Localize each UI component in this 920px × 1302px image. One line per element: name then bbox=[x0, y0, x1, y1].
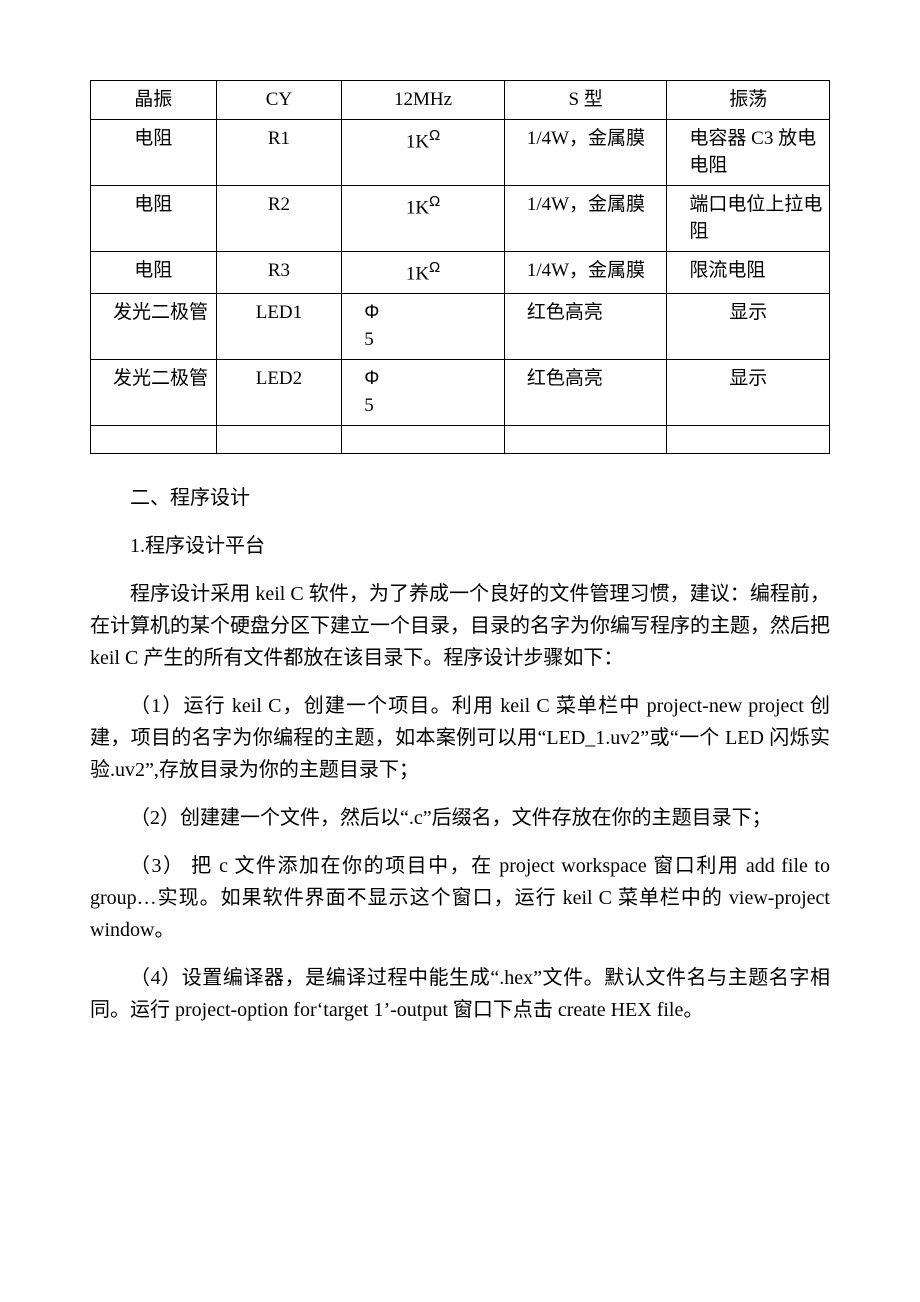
cell-use: 振荡 bbox=[667, 81, 830, 120]
cell-spec: S 型 bbox=[504, 81, 667, 120]
paragraph: （3） 把 c 文件添加在你的项目中，在 project workspace 窗… bbox=[90, 850, 830, 946]
cell-value: 1KΩ bbox=[342, 119, 505, 185]
cell-name: 电阻 bbox=[91, 119, 217, 185]
cell-value: Φ5 bbox=[342, 359, 505, 425]
table-row: 电阻 R1 1KΩ 1/4W，金属膜 电容器 C3 放电电阻 bbox=[91, 119, 830, 185]
cell-ref: R1 bbox=[216, 119, 342, 185]
cell-spec: 红色高亮 bbox=[504, 359, 667, 425]
omega-icon: Ω bbox=[429, 259, 440, 276]
cell-empty bbox=[504, 425, 667, 453]
cell-ref: LED2 bbox=[216, 359, 342, 425]
cell-name: 电阻 bbox=[91, 185, 217, 251]
value-text: 1K bbox=[406, 131, 429, 152]
cell-ref: R3 bbox=[216, 251, 342, 293]
table-body: 晶振 CY 12MHz S 型 振荡 电阻 R1 1KΩ 1/4W，金属膜 电容… bbox=[91, 81, 830, 454]
cell-empty bbox=[342, 425, 505, 453]
table-row: 晶振 CY 12MHz S 型 振荡 bbox=[91, 81, 830, 120]
value-text: 1K bbox=[406, 263, 429, 284]
cell-ref: CY bbox=[216, 81, 342, 120]
cell-name: 发光二极管 bbox=[91, 359, 217, 425]
omega-icon: Ω bbox=[429, 193, 440, 210]
section-heading: 二、程序设计 bbox=[90, 482, 830, 514]
cell-use: 限流电阻 bbox=[667, 251, 830, 293]
omega-icon: Ω bbox=[429, 127, 440, 144]
cell-use: 电容器 C3 放电电阻 bbox=[667, 119, 830, 185]
paragraph: （2）创建建一个文件，然后以“.c”后缀名，文件存放在你的主题目录下； bbox=[90, 802, 830, 834]
table-row: 电阻 R2 1KΩ 1/4W，金属膜 端口电位上拉电阻 bbox=[91, 185, 830, 251]
cell-value: 1KΩ bbox=[342, 185, 505, 251]
table-row: 发光二极管 LED2 Φ5 红色高亮 显示 bbox=[91, 359, 830, 425]
cell-value: 12MHz bbox=[342, 81, 505, 120]
cell-spec: 红色高亮 bbox=[504, 293, 667, 359]
cell-empty bbox=[91, 425, 217, 453]
cell-spec: 1/4W，金属膜 bbox=[504, 185, 667, 251]
paragraph: 程序设计采用 keil C 软件，为了养成一个良好的文件管理习惯，建议：编程前，… bbox=[90, 578, 830, 674]
cell-ref: LED1 bbox=[216, 293, 342, 359]
cell-ref: R2 bbox=[216, 185, 342, 251]
cell-spec: 1/4W，金属膜 bbox=[504, 119, 667, 185]
table-row: 发光二极管 LED1 Φ5 红色高亮 显示 bbox=[91, 293, 830, 359]
value-suffix: 5 bbox=[364, 329, 374, 350]
component-table: 晶振 CY 12MHz S 型 振荡 电阻 R1 1KΩ 1/4W，金属膜 电容… bbox=[90, 80, 830, 454]
table-row: 电阻 R3 1KΩ 1/4W，金属膜 限流电阻 bbox=[91, 251, 830, 293]
phi-icon: Φ bbox=[364, 368, 379, 389]
cell-spec: 1/4W，金属膜 bbox=[504, 251, 667, 293]
cell-use: 显示 bbox=[667, 359, 830, 425]
cell-value: Φ5 bbox=[342, 293, 505, 359]
cell-name: 发光二极管 bbox=[91, 293, 217, 359]
cell-use: 显示 bbox=[667, 293, 830, 359]
subsection-heading: 1.程序设计平台 bbox=[90, 530, 830, 562]
cell-name: 电阻 bbox=[91, 251, 217, 293]
value-suffix: 5 bbox=[364, 395, 374, 416]
value-text: 1K bbox=[406, 197, 429, 218]
table-row-empty bbox=[91, 425, 830, 453]
cell-value: 1KΩ bbox=[342, 251, 505, 293]
cell-name: 晶振 bbox=[91, 81, 217, 120]
phi-icon: Φ bbox=[364, 302, 379, 323]
paragraph: （1）运行 keil C，创建一个项目。利用 keil C 菜单栏中 proje… bbox=[90, 690, 830, 786]
cell-use: 端口电位上拉电阻 bbox=[667, 185, 830, 251]
paragraph: （4）设置编译器，是编译过程中能生成“.hex”文件。默认文件名与主题名字相同。… bbox=[90, 962, 830, 1026]
cell-empty bbox=[667, 425, 830, 453]
cell-empty bbox=[216, 425, 342, 453]
